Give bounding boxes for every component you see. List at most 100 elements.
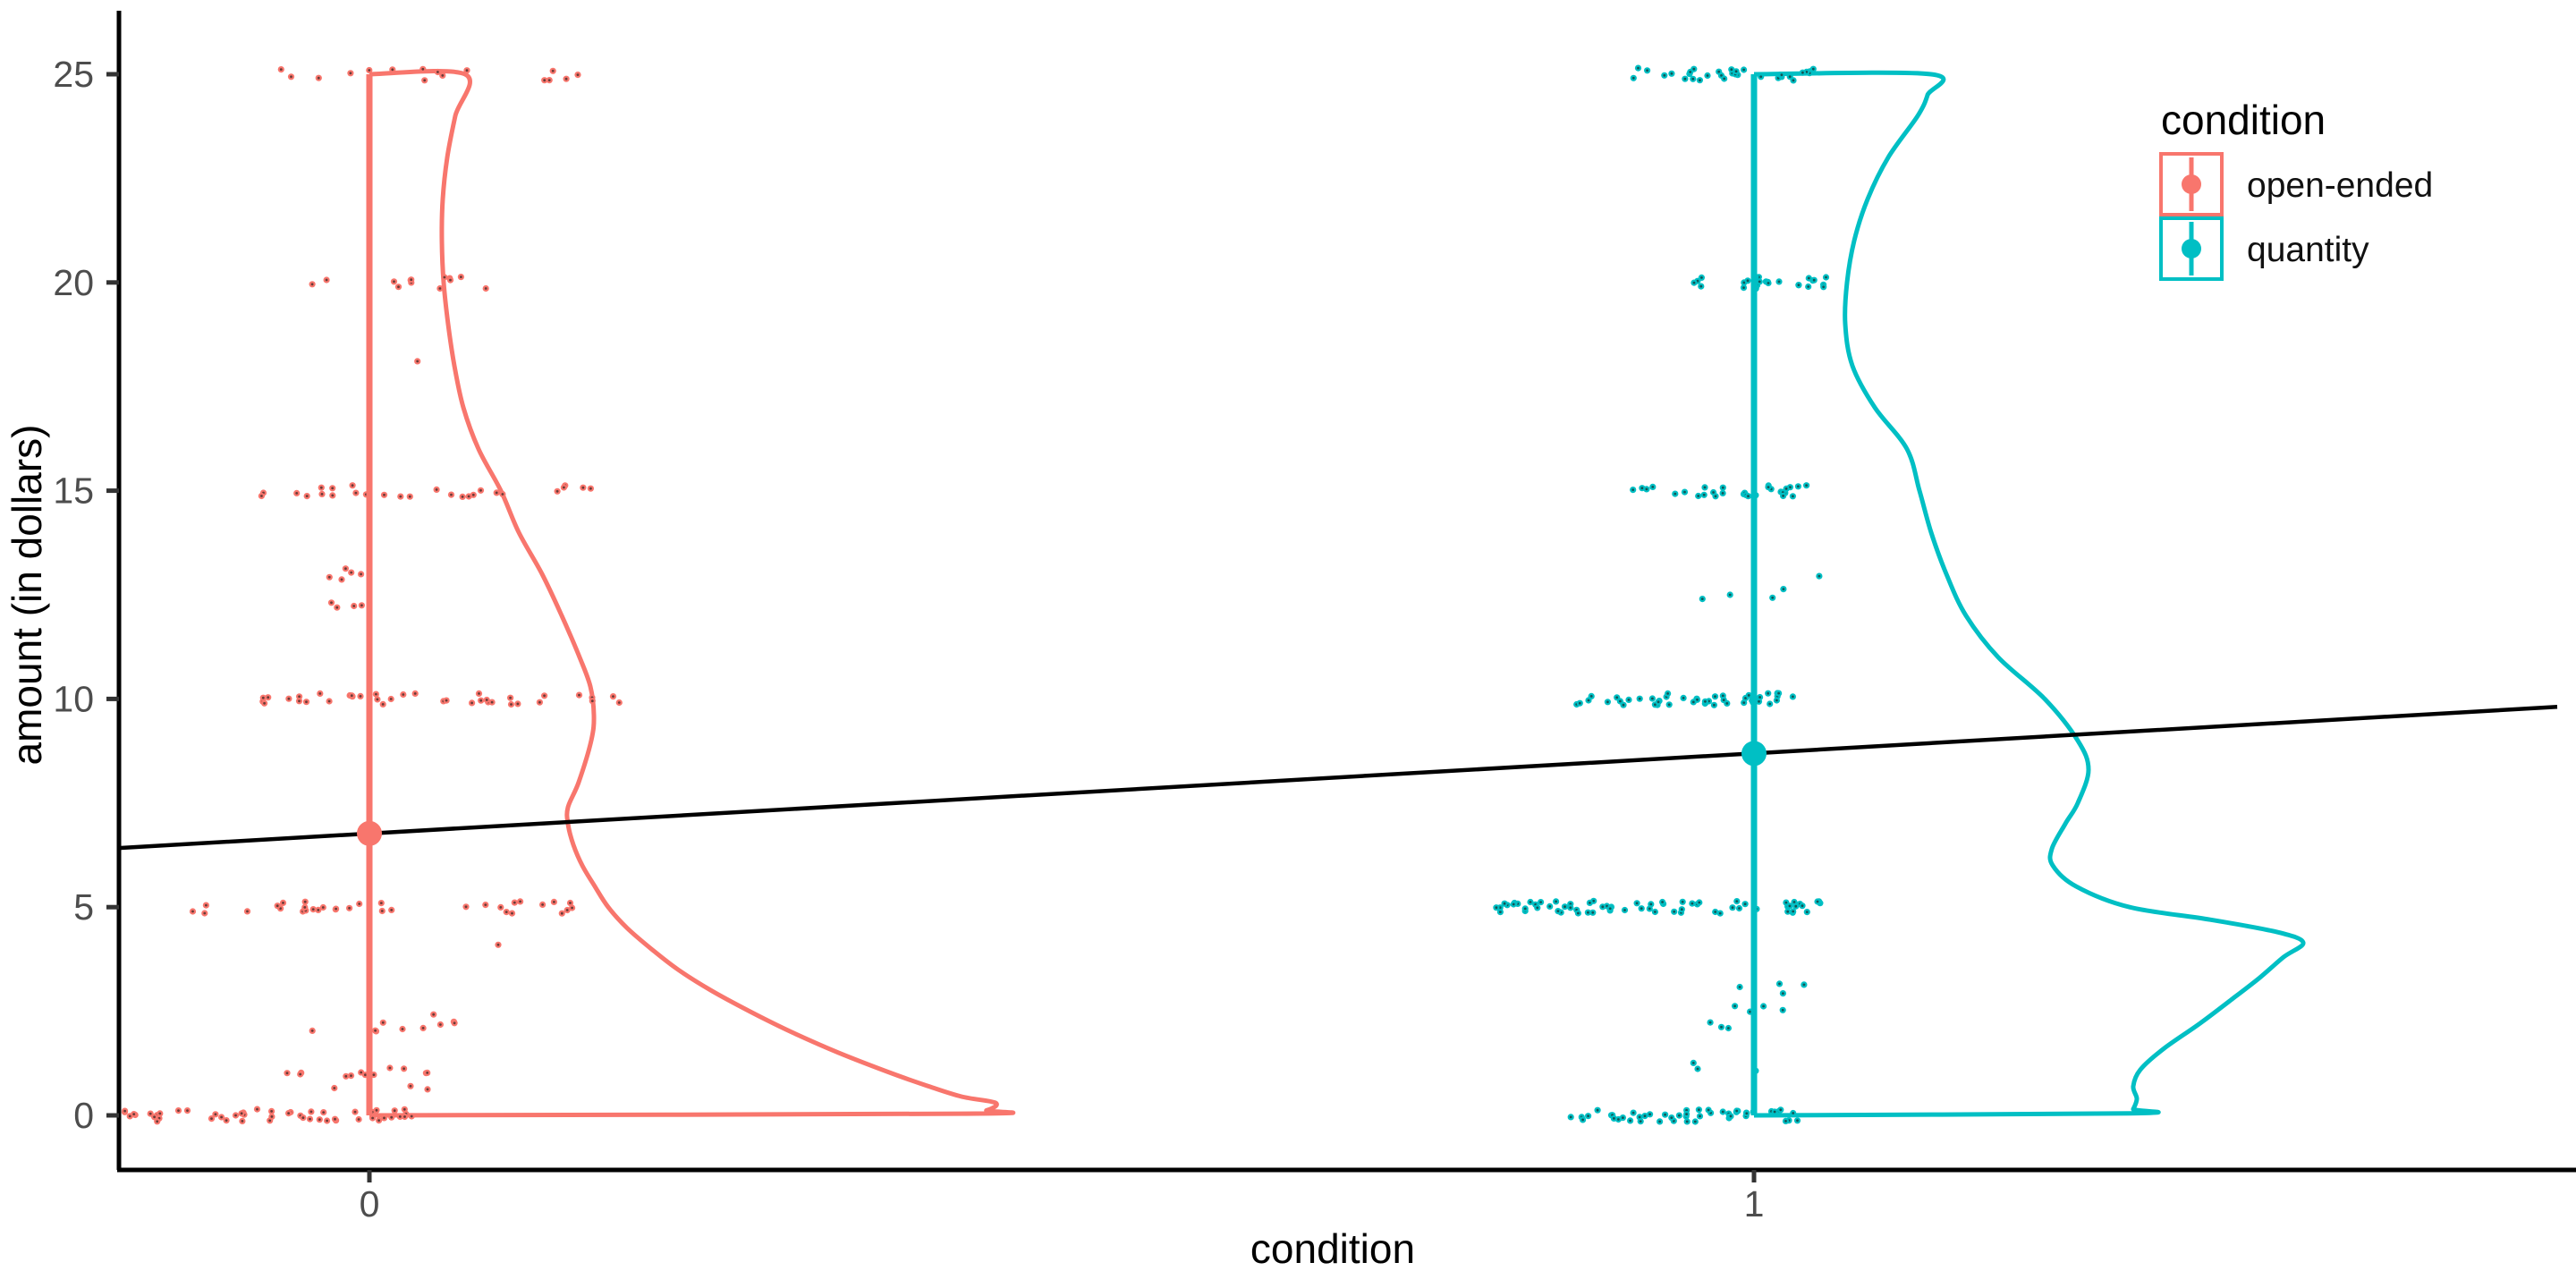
x-tick-label: 0 [360, 1183, 380, 1224]
data-point-core [393, 280, 395, 284]
data-point-core [565, 909, 569, 911]
data-point-core [225, 1119, 228, 1122]
data-point-core [1683, 490, 1686, 494]
data-point-core [309, 1117, 311, 1121]
data-point-core [408, 495, 411, 498]
data-point-core [1807, 285, 1810, 288]
data-point-core [1777, 691, 1780, 695]
data-point-core [371, 1116, 374, 1120]
open-ended-jitter-points [121, 65, 623, 1125]
data-point-core [564, 77, 568, 80]
data-point-core [1708, 1021, 1712, 1024]
data-point-core [358, 902, 361, 905]
data-point-core [509, 696, 512, 699]
data-point-core [158, 1112, 162, 1115]
data-point-core [1714, 495, 1717, 498]
data-point-core [1663, 73, 1666, 77]
data-point-core [350, 1074, 352, 1077]
data-point-core [1640, 487, 1644, 490]
data-point-core [1784, 901, 1788, 904]
y-tick-label: 15 [53, 470, 94, 512]
data-point-core [1638, 697, 1641, 700]
data-point-core [132, 1113, 136, 1115]
data-point-core [153, 1115, 157, 1119]
data-point-core [1606, 904, 1608, 908]
data-point-core [1782, 495, 1784, 497]
data-point-core [1495, 906, 1498, 910]
data-point-core [325, 278, 328, 282]
y-tick-label: 10 [53, 678, 94, 719]
data-point-core [1619, 699, 1622, 703]
data-point-core [1691, 700, 1695, 704]
data-point-core [1784, 1120, 1787, 1123]
data-point-core [1498, 906, 1502, 910]
data-point-core [569, 902, 572, 904]
x-tick-label: 1 [1744, 1183, 1765, 1224]
data-point-core [402, 1107, 406, 1111]
legend-label-open-ended: open-ended [2247, 166, 2433, 205]
data-point-core [1713, 703, 1716, 707]
data-point-core [352, 605, 356, 607]
data-point-core [320, 493, 324, 496]
data-point-core [1758, 280, 1761, 284]
data-point-core [267, 696, 270, 699]
data-point-core [1698, 901, 1701, 904]
data-point-core [1646, 69, 1648, 72]
data-point-core [543, 79, 547, 82]
data-point-core [1720, 74, 1723, 77]
data-point-core [1693, 1120, 1697, 1123]
data-point-core [1777, 280, 1781, 284]
data-point-core [1773, 1110, 1776, 1114]
data-point-core [1591, 911, 1595, 914]
data-point-core [1678, 1114, 1681, 1117]
data-point-core [1812, 278, 1816, 282]
data-point-core [360, 572, 362, 576]
data-point-core [321, 906, 325, 909]
data-point-core [441, 74, 445, 77]
data-point-core [1796, 1119, 1799, 1123]
data-point-core [1589, 695, 1593, 698]
legend: condition open-ended quantity [2159, 97, 2433, 281]
y-tick-label: 20 [53, 262, 94, 303]
data-point-core [1648, 907, 1651, 911]
data-point-core [1645, 487, 1648, 491]
data-point-core [490, 700, 494, 704]
data-point-core [516, 702, 520, 706]
data-point-core [402, 1067, 405, 1071]
data-point-core [240, 1112, 243, 1115]
data-point-core [1587, 911, 1589, 914]
data-point-core [351, 484, 354, 487]
data-point-core [495, 491, 498, 495]
regression-line [118, 705, 2558, 851]
data-point-core [299, 1072, 302, 1076]
data-point-core [1792, 910, 1795, 913]
quantity-jitter-points [1493, 64, 1830, 1125]
data-point-core [1622, 1116, 1624, 1119]
data-point-core [1718, 911, 1722, 915]
data-point-core [1622, 703, 1625, 707]
legend-label-quantity: quantity [2247, 231, 2369, 269]
data-point-core [485, 699, 488, 701]
data-point-core [453, 1021, 456, 1025]
data-point-core [1738, 986, 1741, 988]
data-point-core [1685, 1113, 1688, 1115]
data-point-core [402, 693, 405, 696]
data-point-core [543, 694, 546, 698]
data-point-core [1721, 486, 1724, 489]
data-point-core [1749, 1010, 1751, 1013]
data-point-core [383, 1116, 386, 1120]
data-point-core [349, 72, 352, 75]
data-point-core [287, 1112, 290, 1114]
data-point-core [1789, 486, 1792, 489]
data-point-core [1651, 697, 1654, 700]
data-point-core [1792, 1112, 1795, 1114]
data-point-core [1563, 905, 1566, 909]
data-point-core [234, 1114, 237, 1117]
data-point-core [374, 1029, 377, 1032]
data-point-core [348, 906, 351, 910]
data-point-core [1805, 484, 1808, 487]
data-point-core [1696, 1067, 1699, 1071]
data-point-core [432, 1013, 436, 1016]
data-point-core [1697, 495, 1700, 497]
data-point-core [1635, 902, 1639, 905]
